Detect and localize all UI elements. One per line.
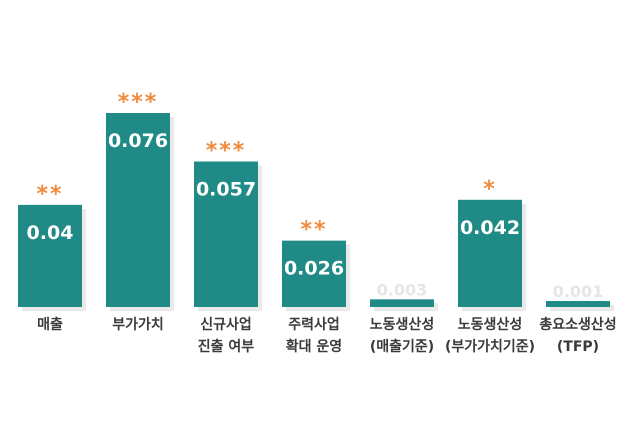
category-label: 진출 여부 [198,338,255,355]
value-label: 0.001 [553,282,604,301]
category-label: (TFP) [557,339,599,355]
category-label: 매출 [37,316,63,333]
value-label: 0.026 [284,258,344,280]
value-label: 0.04 [27,222,74,244]
bar [106,113,170,307]
category-label: (부가가치기준) [445,339,535,355]
significance-label: *** [118,90,159,115]
bar-shadow [550,305,614,311]
value-label: 0.042 [460,217,520,239]
category-label: 신규사업 [200,317,252,333]
bar [370,299,434,307]
category-label: 주력사업 [288,317,340,333]
category-label: 노동생산성 [370,316,434,333]
category-label: 확대 운영 [286,338,342,355]
value-label: 0.003 [377,280,428,299]
category-label: (매출기준) [370,338,434,355]
category-label: 노동생산성 [458,316,522,333]
significance-label: ** [300,218,327,243]
bar [546,301,610,307]
bar [282,240,346,307]
category-label: 부가가치 [112,317,164,333]
bar [194,161,258,307]
category-label: 총요소생산성 [539,316,616,333]
significance-label: ** [36,182,63,207]
bar [18,204,82,307]
significance-label: *** [206,139,247,164]
significance-label: * [483,177,497,202]
bar-shadow [374,303,438,311]
value-label: 0.057 [196,179,256,201]
value-label: 0.076 [108,130,168,152]
bar [458,199,522,307]
